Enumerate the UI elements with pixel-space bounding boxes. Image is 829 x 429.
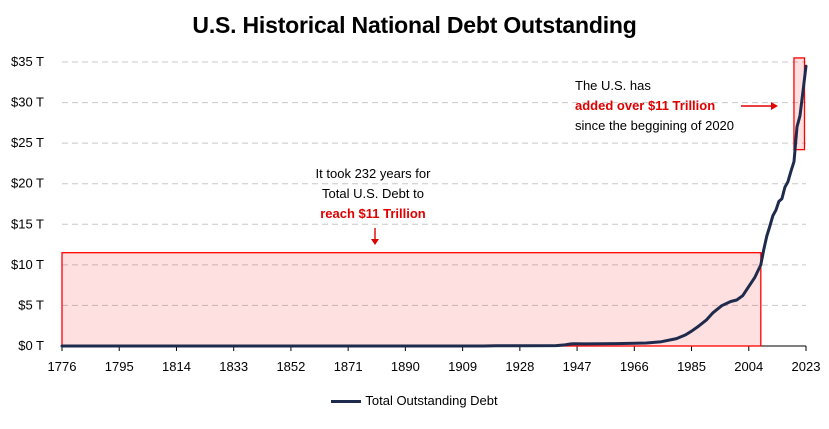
highlight-box-1 (61, 252, 762, 347)
y-tick-label: $5 T (18, 297, 44, 312)
annotation-1-line: Total U.S. Debt to (322, 186, 424, 201)
annotation-2-line: The U.S. has (575, 78, 651, 93)
x-tick-label: 1947 (563, 359, 592, 374)
x-tick-label: 1814 (162, 359, 191, 374)
annotation-2-line: added over $11 Trillion (575, 98, 715, 113)
y-tick-label: $15 T (11, 216, 44, 231)
x-tick-label: 1833 (219, 359, 248, 374)
x-tick-label: 1909 (448, 359, 477, 374)
gridlines (62, 61, 806, 306)
x-tick-label: 1890 (391, 359, 420, 374)
annotation-1-line: reach $11 Trillion (320, 206, 426, 221)
y-tick-label: $25 T (11, 135, 44, 150)
x-tick-label: 1966 (620, 359, 649, 374)
x-tick-label: 1776 (48, 359, 77, 374)
annotations: It took 232 years for Total U.S. Debt to r… (316, 78, 778, 245)
x-tick-label: 1871 (334, 359, 363, 374)
legend-label: Total Outstanding Debt (365, 393, 498, 408)
x-tick-label: 1852 (276, 359, 305, 374)
annotation-1-arrowhead (371, 239, 379, 245)
x-tick-label: 1795 (105, 359, 134, 374)
x-tick-label: 2004 (734, 359, 763, 374)
y-tick-label: $30 T (11, 95, 44, 110)
x-axis-ticks: 1776 1795 1814 1833 1852 1871 1890 1909 1928 1947… (48, 346, 821, 374)
y-tick-label: $35 T (11, 54, 44, 69)
y-tick-label: $10 T (11, 257, 44, 272)
y-axis-ticks: $0 T $5 T $10 T $15 T $20 T $25 T $30 T $35 T (11, 54, 44, 353)
y-tick-label: $20 T (11, 176, 44, 191)
highlight-box-2 (793, 57, 806, 151)
series-lines (60, 64, 808, 348)
y-tick-label: $0 T (18, 338, 44, 353)
annotation-2-line: since the beggining of 2020 (575, 118, 734, 133)
chart-title: U.S. Historical National Debt Outstandin… (192, 12, 637, 38)
legend: Total Outstanding Debt (0, 393, 829, 408)
annotation-2-arrowhead (771, 102, 778, 110)
annotation-1-line: It took 232 years for (316, 166, 432, 181)
x-tick-label: 1985 (677, 359, 706, 374)
x-tick-label: 1928 (505, 359, 534, 374)
legend-swatch (331, 400, 362, 404)
series-line (60, 64, 808, 348)
x-tick-label: 2023 (792, 359, 821, 374)
highlight-boxes (61, 57, 806, 347)
